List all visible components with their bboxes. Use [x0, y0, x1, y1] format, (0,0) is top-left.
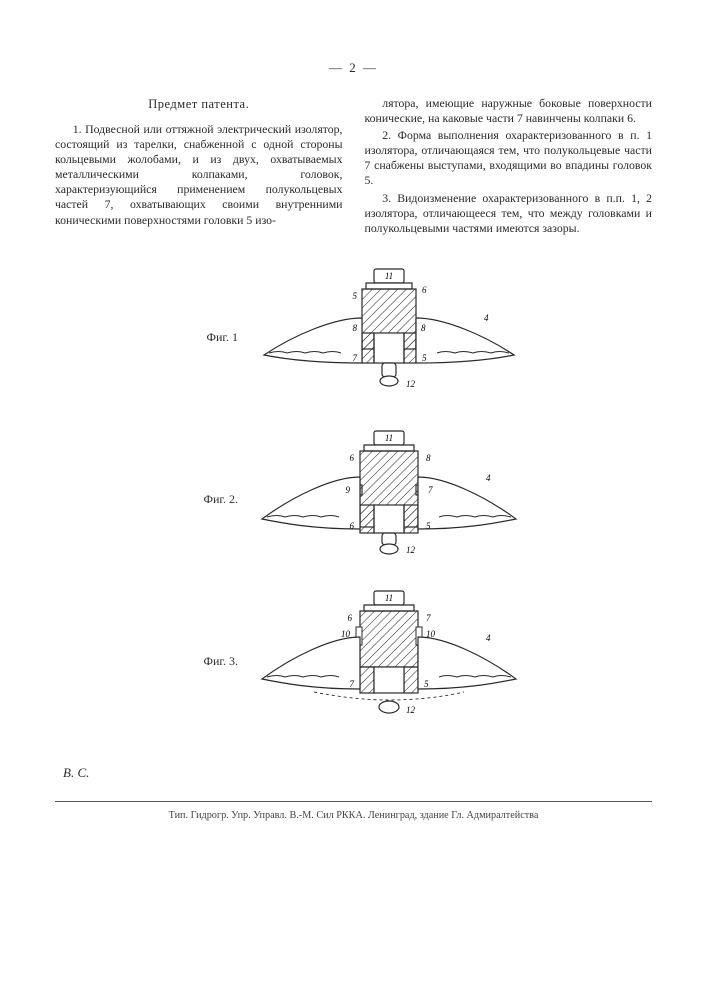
figure-3-row: Фиг. 3. 11 [183, 587, 524, 737]
svg-text:9: 9 [346, 485, 351, 495]
claim-1-right: лятора, имеющие наружные боковые поверхн… [365, 96, 653, 126]
svg-text:6: 6 [350, 453, 355, 463]
figure-3-drawing: 11 6 10 [254, 587, 524, 737]
svg-text:10: 10 [341, 629, 351, 639]
figure-2-drawing: 11 6 8 [254, 425, 524, 575]
svg-text:4: 4 [486, 633, 491, 643]
right-column: лятора, имеющие наружные боковые поверхн… [365, 96, 653, 238]
svg-text:8: 8 [353, 323, 358, 333]
claim-2: 2. Форма выполнения охарактеризованного … [365, 128, 653, 188]
left-column: Предмет патента. 1. Подвесной или оттяжн… [55, 96, 343, 238]
svg-text:6: 6 [350, 521, 355, 531]
claim-3: 3. Видоизменение охарактеризованного в п… [365, 191, 653, 236]
patent-subject-heading: Предмет патента. [55, 96, 343, 112]
svg-text:4: 4 [486, 473, 491, 483]
svg-text:7: 7 [353, 353, 358, 363]
svg-text:11: 11 [385, 433, 393, 443]
svg-text:11: 11 [385, 593, 393, 603]
svg-text:5: 5 [426, 521, 431, 531]
svg-text:6: 6 [348, 613, 353, 623]
signature-initials: В. С. [55, 765, 652, 781]
figure-2-row: Фиг. 2. 11 [183, 425, 524, 575]
svg-text:8: 8 [421, 323, 426, 333]
svg-text:12: 12 [406, 379, 416, 389]
figure-2-label: Фиг. 2. [183, 492, 238, 507]
svg-text:10: 10 [426, 629, 436, 639]
text-columns: Предмет патента. 1. Подвесной или оттяжн… [55, 96, 652, 238]
figure-3-label: Фиг. 3. [183, 654, 238, 669]
svg-text:12: 12 [406, 545, 416, 555]
page-number: — 2 — [55, 60, 652, 76]
figure-1-row: Фиг. 1 11 [183, 263, 524, 413]
svg-text:5: 5 [422, 353, 427, 363]
svg-text:7: 7 [350, 679, 355, 689]
svg-text:5: 5 [424, 679, 429, 689]
svg-text:11: 11 [385, 271, 393, 281]
footer-rule [55, 801, 652, 802]
printer-footer: Тип. Гидрогр. Упр. Управл. В.-М. Сил РКК… [55, 810, 652, 821]
svg-text:5: 5 [353, 291, 358, 301]
svg-text:7: 7 [426, 613, 431, 623]
svg-text:7: 7 [428, 485, 433, 495]
claim-1-left: 1. Подвесной или оттяжной электрический … [55, 122, 343, 228]
svg-text:6: 6 [422, 285, 427, 295]
figure-1-label: Фиг. 1 [183, 330, 238, 345]
svg-text:8: 8 [426, 453, 431, 463]
figures-block: Фиг. 1 11 [55, 263, 652, 737]
svg-text:4: 4 [484, 313, 489, 323]
figure-1-drawing: 11 5 6 7 [254, 263, 524, 413]
svg-text:12: 12 [406, 705, 416, 715]
